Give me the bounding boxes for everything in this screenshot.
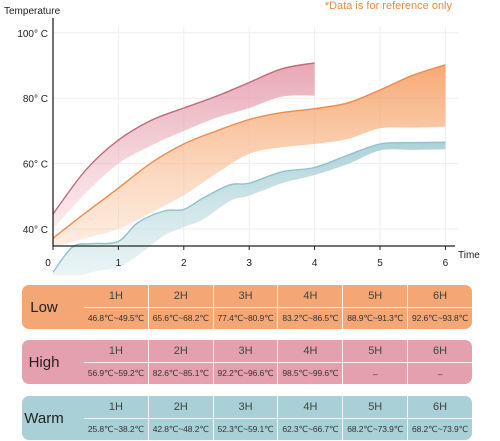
x-tick-label: 5 [377,258,383,269]
x-tick-label: 0 [45,258,51,269]
table-low: Low 1H 46.8℃~49.5℃ 2H 65.6℃~68.2℃ 3H 77.4℃~80.… [22,285,472,329]
column-header: 1H [108,290,123,302]
column-header: 5H [368,290,383,302]
table-label: Warm [24,409,64,427]
temperature-range: 56.9℃~59.2℃ [84,362,148,384]
temperature-range: 82.6℃~85.1℃ [148,362,213,384]
column-header: 5H [368,345,383,357]
y-tick-label: 40° C [23,225,48,236]
table-column: 2H 42.8℃~48.2℃ [147,396,213,440]
column-header: 1H [108,401,123,413]
table-column: 4H 98.5℃~99.6℃ [277,340,343,384]
y-axis-title: Temperature [4,6,61,17]
column-header: 6H [433,290,448,302]
table-column: 6H 68.2℃~73.9℃ [407,396,472,440]
temperature-range: 77.4℃~80.9℃ [213,307,278,329]
temperature-range: 52.3℃~59.1℃ [213,418,278,440]
table-label: Low [30,298,58,316]
table-column: 4H 83.2℃~86.5℃ [277,285,343,329]
band-low [53,64,446,248]
x-axis-title: Time [458,250,480,261]
column-header: 4H [303,401,318,413]
column-header: 4H [303,290,318,302]
x-tick-label: 2 [181,258,187,269]
temperature-range: 46.8℃~49.5℃ [84,307,148,329]
table-label: High [28,353,60,371]
temperature-range: 92.2℃~96.6℃ [213,362,278,384]
column-header: 3H [238,401,253,413]
temperature-range: 65.6℃~68.2℃ [148,307,213,329]
column-header: 4H [303,345,318,357]
table-column: 2H 82.6℃~85.1℃ [147,340,213,384]
table-column: 6H – [407,340,472,384]
column-header: 5H [368,401,383,413]
table-column: 6H 92.6℃~93.8℃ [407,285,472,329]
column-header: 3H [238,345,253,357]
table-column: 3H 77.4℃~80.9℃ [212,285,278,329]
column-header: 1H [108,345,123,357]
table-column: 4H 62.3℃~66.7℃ [277,396,343,440]
x-tick-label: 6 [443,258,449,269]
line-warm [52,141,446,273]
temperature-range: 62.3℃~66.7℃ [278,418,343,440]
y-tick-label: 80° C [23,94,48,105]
temperature-range: 25.8℃~38.2℃ [84,418,148,440]
temperature-range: – [408,362,472,384]
temperature-chart: 0 1 2 3 4 5 6 40° C 60° C 80° C 100° C Temperature… [4,0,480,275]
x-tick-label: 3 [246,258,252,269]
temperature-range: 68.2℃~73.9℃ [343,418,408,440]
column-header: 3H [238,290,253,302]
column-header: 6H [433,345,448,357]
column-header: 2H [173,401,188,413]
table-column: 1H 56.9℃~59.2℃ [84,340,148,384]
temperature-range: 88.9℃~91.3℃ [343,307,408,329]
temperature-range: 92.6℃~93.8℃ [408,307,472,329]
table-column: 1H 46.8℃~49.5℃ [84,285,148,329]
table-column: 5H 68.2℃~73.9℃ [342,396,408,440]
table-high: High 1H 56.9℃~59.2℃ 2H 82.6℃~85.1℃ 3H 92.2℃~96… [22,340,472,384]
line-low [52,64,446,239]
column-header: 2H [173,345,188,357]
y-tick-label: 100° C [17,29,48,40]
table-column: 3H 52.3℃~59.1℃ [212,396,278,440]
line-high [52,62,315,215]
table-column: 5H 88.9℃~91.3℃ [342,285,408,329]
table-column: 1H 25.8℃~38.2℃ [84,396,148,440]
x-tick-label: 4 [312,258,318,269]
temperature-range: 68.2℃~73.9℃ [408,418,472,440]
table-column: 5H – [342,340,408,384]
temperature-range: 98.5℃~99.6℃ [278,362,343,384]
x-tick-label: 1 [116,258,122,269]
table-warm: Warm 1H 25.8℃~38.2℃ 2H 42.8℃~48.2℃ 3H 52.3℃~59… [22,396,472,440]
temperature-range: 83.2℃~86.5℃ [278,307,343,329]
column-header: 2H [173,290,188,302]
table-column: 2H 65.6℃~68.2℃ [147,285,213,329]
table-column: 3H 92.2℃~96.6℃ [212,340,278,384]
column-header: 6H [433,401,448,413]
temperature-range: – [343,362,408,384]
y-tick-label: 60° C [23,160,48,171]
band-warm [53,142,446,275]
band-high [53,62,315,230]
temperature-range: 42.8℃~48.2℃ [148,418,213,440]
reference-note: *Data is for reference only [325,0,453,12]
